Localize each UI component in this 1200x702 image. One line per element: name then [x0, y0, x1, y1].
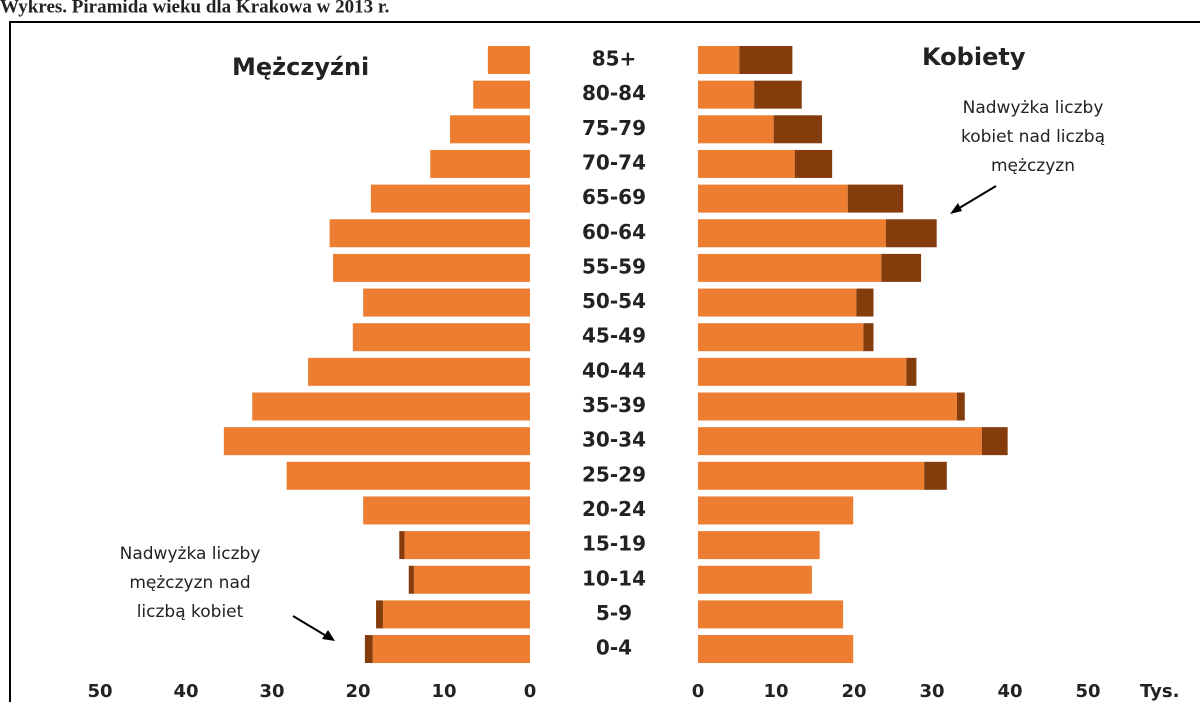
bar	[252, 392, 530, 421]
bar	[698, 600, 844, 629]
x-tick-label: 50	[1075, 681, 1100, 702]
category-label: 35-39	[582, 393, 646, 417]
bar	[698, 427, 982, 456]
bar	[413, 565, 530, 594]
bar	[372, 635, 530, 664]
chart-title: Wykres. Piramida wieku dla Krakowa w 201…	[0, 0, 389, 17]
annotation: liczbą kobiet	[137, 602, 244, 622]
bar	[881, 253, 922, 282]
bar	[370, 184, 530, 213]
x-tick-label: 20	[841, 681, 866, 702]
frame	[9, 21, 1200, 702]
bar	[698, 115, 774, 144]
bar	[698, 357, 907, 386]
bar	[399, 531, 405, 560]
bar	[363, 496, 530, 525]
bar	[352, 323, 530, 352]
bar	[698, 392, 957, 421]
bar	[364, 635, 373, 664]
bar	[885, 219, 937, 248]
bar	[698, 635, 854, 664]
right-label: Kobiety	[922, 43, 1026, 71]
bar	[924, 461, 947, 490]
category-label: 70-74	[582, 150, 646, 174]
bar	[487, 46, 530, 74]
bar	[698, 323, 864, 352]
bar	[698, 288, 857, 317]
bar	[956, 392, 965, 421]
category-label: 25-29	[582, 462, 646, 486]
x-tick-label: 0	[692, 681, 705, 702]
bar	[698, 184, 848, 213]
category-label: 60-64	[582, 220, 646, 244]
x-tick-label: 0	[524, 681, 537, 702]
category-label: 80-84	[582, 81, 646, 105]
bar	[450, 115, 530, 144]
annotation: mężczyzn	[991, 156, 1075, 176]
x-tick-label: 10	[763, 681, 788, 702]
category-label: 40-44	[582, 358, 646, 382]
category-label: 5-9	[596, 601, 632, 625]
category-label: 85+	[592, 47, 637, 71]
bar	[863, 323, 874, 352]
bar	[473, 80, 530, 109]
bar	[754, 80, 802, 109]
bar	[308, 357, 530, 386]
bar	[333, 253, 530, 282]
bar	[404, 531, 530, 560]
x-tick-label: 10	[431, 681, 456, 702]
x-tick-label: 40	[173, 681, 198, 702]
bar	[408, 565, 414, 594]
x-tick-label: 50	[87, 681, 112, 702]
annotation: Nadwyżka liczby	[120, 544, 261, 564]
bar	[382, 600, 530, 629]
arrow	[292, 615, 329, 638]
category-label: 50-54	[582, 289, 646, 313]
category-label: 30-34	[582, 428, 646, 452]
category-label: 15-19	[582, 532, 646, 556]
category-label: 0-4	[596, 636, 632, 660]
bar	[363, 288, 530, 317]
bar	[981, 427, 1008, 456]
bar	[286, 461, 530, 490]
bar	[698, 565, 812, 594]
category-label: 10-14	[582, 566, 646, 590]
bar	[223, 427, 530, 456]
arrow-head	[950, 203, 962, 214]
bar	[773, 115, 823, 144]
annotation: mężczyzn nad	[129, 573, 250, 593]
bar	[739, 46, 793, 74]
bar	[698, 531, 820, 560]
annotation: kobiet nad liczbą	[961, 127, 1105, 147]
bar	[847, 184, 904, 213]
arrow-head	[322, 630, 335, 641]
bar	[698, 496, 854, 525]
bar	[794, 149, 833, 178]
bar	[430, 149, 530, 178]
bar	[698, 461, 925, 490]
category-label: 65-69	[582, 185, 646, 209]
x-tick-label: 40	[997, 681, 1022, 702]
category-label: 75-79	[582, 116, 646, 140]
category-label: 55-59	[582, 254, 646, 278]
x-tick-label: 30	[919, 681, 944, 702]
category-label: 45-49	[582, 324, 646, 348]
bar	[698, 253, 882, 282]
bar	[698, 46, 740, 74]
bar	[376, 600, 383, 629]
x-unit: Tys.	[1140, 681, 1179, 702]
arrow	[955, 185, 997, 211]
category-label: 20-24	[582, 497, 646, 521]
bar	[329, 219, 530, 248]
bar	[856, 288, 874, 317]
left-label: Mężczyźni	[232, 53, 369, 81]
x-tick-label: 20	[345, 681, 370, 702]
x-tick-label: 30	[259, 681, 284, 702]
bar	[698, 80, 755, 109]
bar	[906, 357, 917, 386]
bar	[698, 149, 795, 178]
bar	[698, 219, 886, 248]
annotation: Nadwyżka liczby	[963, 98, 1104, 118]
